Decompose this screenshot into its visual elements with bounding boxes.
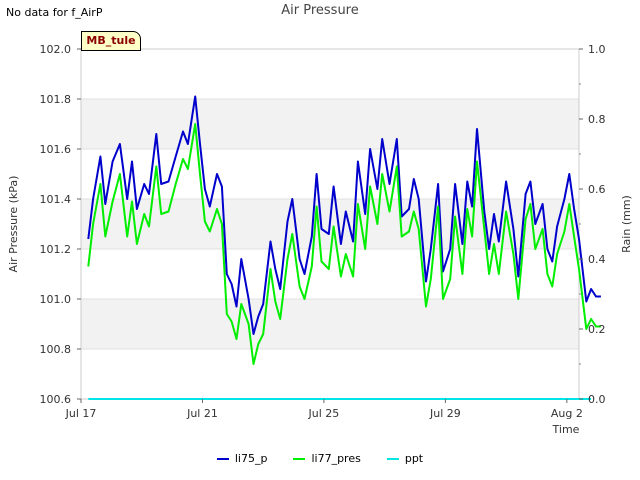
x-tick-label: Jul 25 xyxy=(308,407,340,420)
y2-tick-label: 0.8 xyxy=(588,113,606,126)
y2-tick-label: 0.4 xyxy=(588,253,606,266)
y2-tick-label: 0.0 xyxy=(588,393,606,406)
y2-axis-label: Rain (mm) xyxy=(620,195,633,253)
y-axis-label: Air Pressure (kPa) xyxy=(7,176,20,273)
legend-item-li75-p: li75_p xyxy=(216,452,268,465)
y-axis-left: 100.6 100.8 101.0 101.2 101.4 101.6 101.8 102.0 xyxy=(40,43,81,406)
legend-swatch-ppt xyxy=(386,457,399,460)
legend-swatch-li75-p xyxy=(216,457,229,460)
series-line-li77-pres xyxy=(87,123,601,365)
background-band xyxy=(81,299,579,349)
y-tick-label: 101.4 xyxy=(40,193,72,206)
background-band xyxy=(81,99,579,149)
x-tick-label: Jul 17 xyxy=(65,407,97,420)
x-tick-label: Jul 21 xyxy=(186,407,218,420)
series-line-li75-p xyxy=(87,95,601,335)
no-data-note: No data for f_AirP xyxy=(6,6,103,19)
legend-swatch-li77-pres xyxy=(293,457,306,460)
y2-tick-label: 1.0 xyxy=(588,43,606,56)
legend-label-li75-p: li75_p xyxy=(234,452,268,465)
y-tick-label: 101.8 xyxy=(40,93,72,106)
y2-tick-label: 0.2 xyxy=(588,323,606,336)
x-tick-label: Jul 29 xyxy=(429,407,461,420)
x-axis: Jul 17 Jul 21 Jul 25 Jul 29 Aug 2 xyxy=(65,399,583,420)
site-label-badge: MB_tule xyxy=(81,31,141,51)
legend-label-li77-pres: li77_pres xyxy=(311,452,361,465)
y-tick-label: 100.8 xyxy=(40,343,72,356)
y-tick-label: 100.6 xyxy=(40,393,72,406)
y-tick-label: 101.0 xyxy=(40,293,72,306)
x-axis-label: Time xyxy=(552,423,580,436)
legend: li75_p li77_pres ppt xyxy=(0,452,640,465)
y-tick-label: 102.0 xyxy=(40,43,72,56)
background-bands xyxy=(81,99,579,349)
legend-label-ppt: ppt xyxy=(404,452,424,465)
chart-title: Air Pressure xyxy=(281,3,359,18)
y-tick-label: 101.2 xyxy=(40,243,72,256)
y-axis-right: 0.0 0.2 0.4 0.6 0.8 1.0 xyxy=(579,43,606,406)
legend-item-ppt: ppt xyxy=(386,452,424,465)
legend-item-li77-pres: li77_pres xyxy=(293,452,361,465)
y-tick-label: 101.6 xyxy=(40,143,72,156)
y2-tick-label: 0.6 xyxy=(588,183,606,196)
series-lines xyxy=(87,95,601,400)
x-tick-label: Aug 2 xyxy=(551,407,583,420)
